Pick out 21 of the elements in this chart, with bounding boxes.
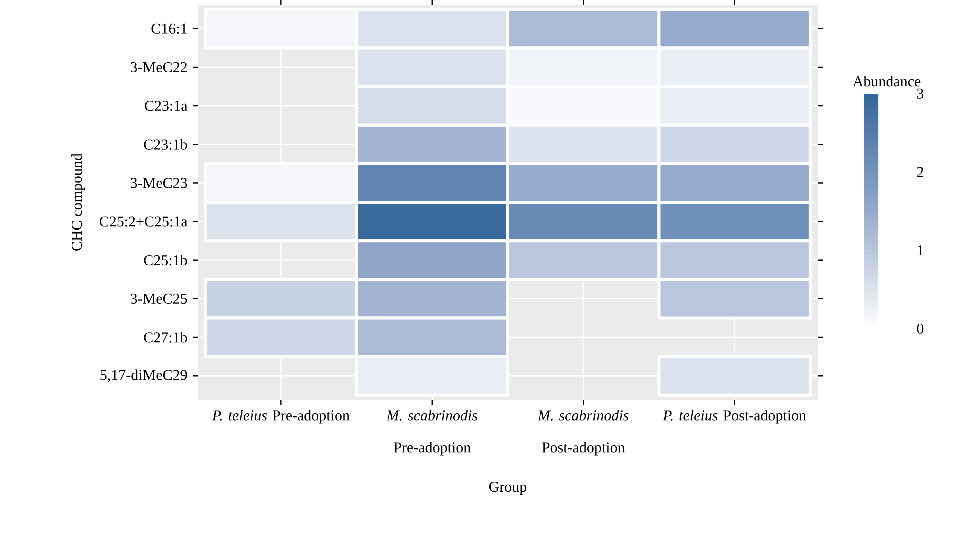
y-tick-label: C25:2+C25:1a xyxy=(100,216,188,227)
y-tick-label: C25:1b xyxy=(144,255,188,266)
y-tick-label: 3-MeC22 xyxy=(131,62,187,73)
y-tick-label: 3-MeC25 xyxy=(131,294,188,304)
color-bar-label: 3 xyxy=(917,88,924,99)
y-tick-label: 3-MeC23 xyxy=(131,178,188,188)
color-bar-label: 2 xyxy=(917,167,924,178)
x-axis-title: Group xyxy=(489,482,527,496)
y-tick-label: C27:1b xyxy=(144,332,188,343)
y-axis-title: CHC compound xyxy=(72,154,86,251)
color-bar-title: Abundance xyxy=(852,76,921,87)
category-label: M. scabrinodis Pre-adoption xyxy=(386,410,478,456)
y-tick-label: C23:1b xyxy=(144,139,188,150)
y-tick-label: 5,17-diMeC29 xyxy=(100,370,188,382)
y-tick-label: C16:1 xyxy=(152,24,187,34)
color-bar-label: 1 xyxy=(918,246,924,256)
y-tick-label: C23:1a xyxy=(145,100,188,112)
x-tick-label: P. teleius Pre-adoption xyxy=(212,410,350,424)
color-bar-label: 0 xyxy=(917,324,924,334)
category-label: M. scabrinodis Post-adoption xyxy=(538,410,629,456)
x-tick-label: P. teleius Post-adoption xyxy=(663,410,806,424)
